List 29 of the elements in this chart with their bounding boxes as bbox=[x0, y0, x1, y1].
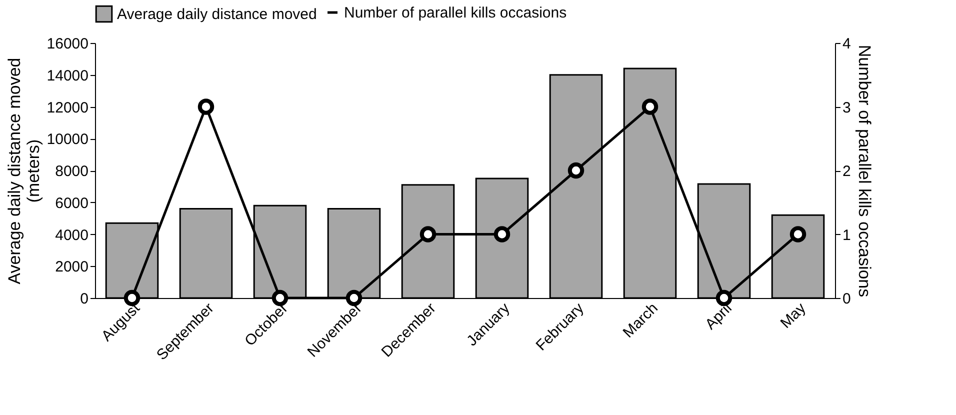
y-tick-label: 12000 bbox=[46, 99, 88, 116]
legend-label: Number of parallel kills occasions bbox=[344, 4, 567, 22]
point bbox=[494, 226, 510, 242]
y2-tick-label: 2 bbox=[842, 163, 851, 180]
y2-tick-label: 3 bbox=[842, 99, 851, 116]
y-tick-label: 10000 bbox=[46, 131, 88, 148]
y-tick-label: 8000 bbox=[55, 163, 88, 180]
point bbox=[790, 226, 806, 242]
point bbox=[716, 290, 732, 306]
y2-tick-label: 4 bbox=[842, 36, 851, 52]
y-tick-label: 16000 bbox=[46, 36, 88, 52]
legend-label: Average daily distance moved bbox=[117, 6, 317, 23]
point bbox=[198, 98, 214, 115]
y2-tick-label: 0 bbox=[842, 290, 851, 308]
point bbox=[642, 98, 658, 115]
y-axis-title: Average daily distance moved (meters) bbox=[4, 58, 43, 284]
y-tick-label: 6000 bbox=[55, 194, 88, 212]
point bbox=[568, 162, 584, 179]
point bbox=[124, 290, 140, 306]
y-tick-label: 14000 bbox=[46, 67, 88, 84]
point bbox=[420, 226, 436, 242]
y2-axis-title: Number of parallel kills occasions bbox=[854, 44, 874, 298]
y-tick-label: 2000 bbox=[55, 258, 88, 276]
y-tick-label: 4000 bbox=[55, 226, 88, 244]
x-tick-label: May bbox=[777, 299, 810, 332]
point bbox=[346, 290, 362, 306]
point bbox=[272, 290, 288, 306]
y-tick-label: 0 bbox=[80, 290, 88, 308]
y2-tick-label: 1 bbox=[842, 226, 851, 244]
